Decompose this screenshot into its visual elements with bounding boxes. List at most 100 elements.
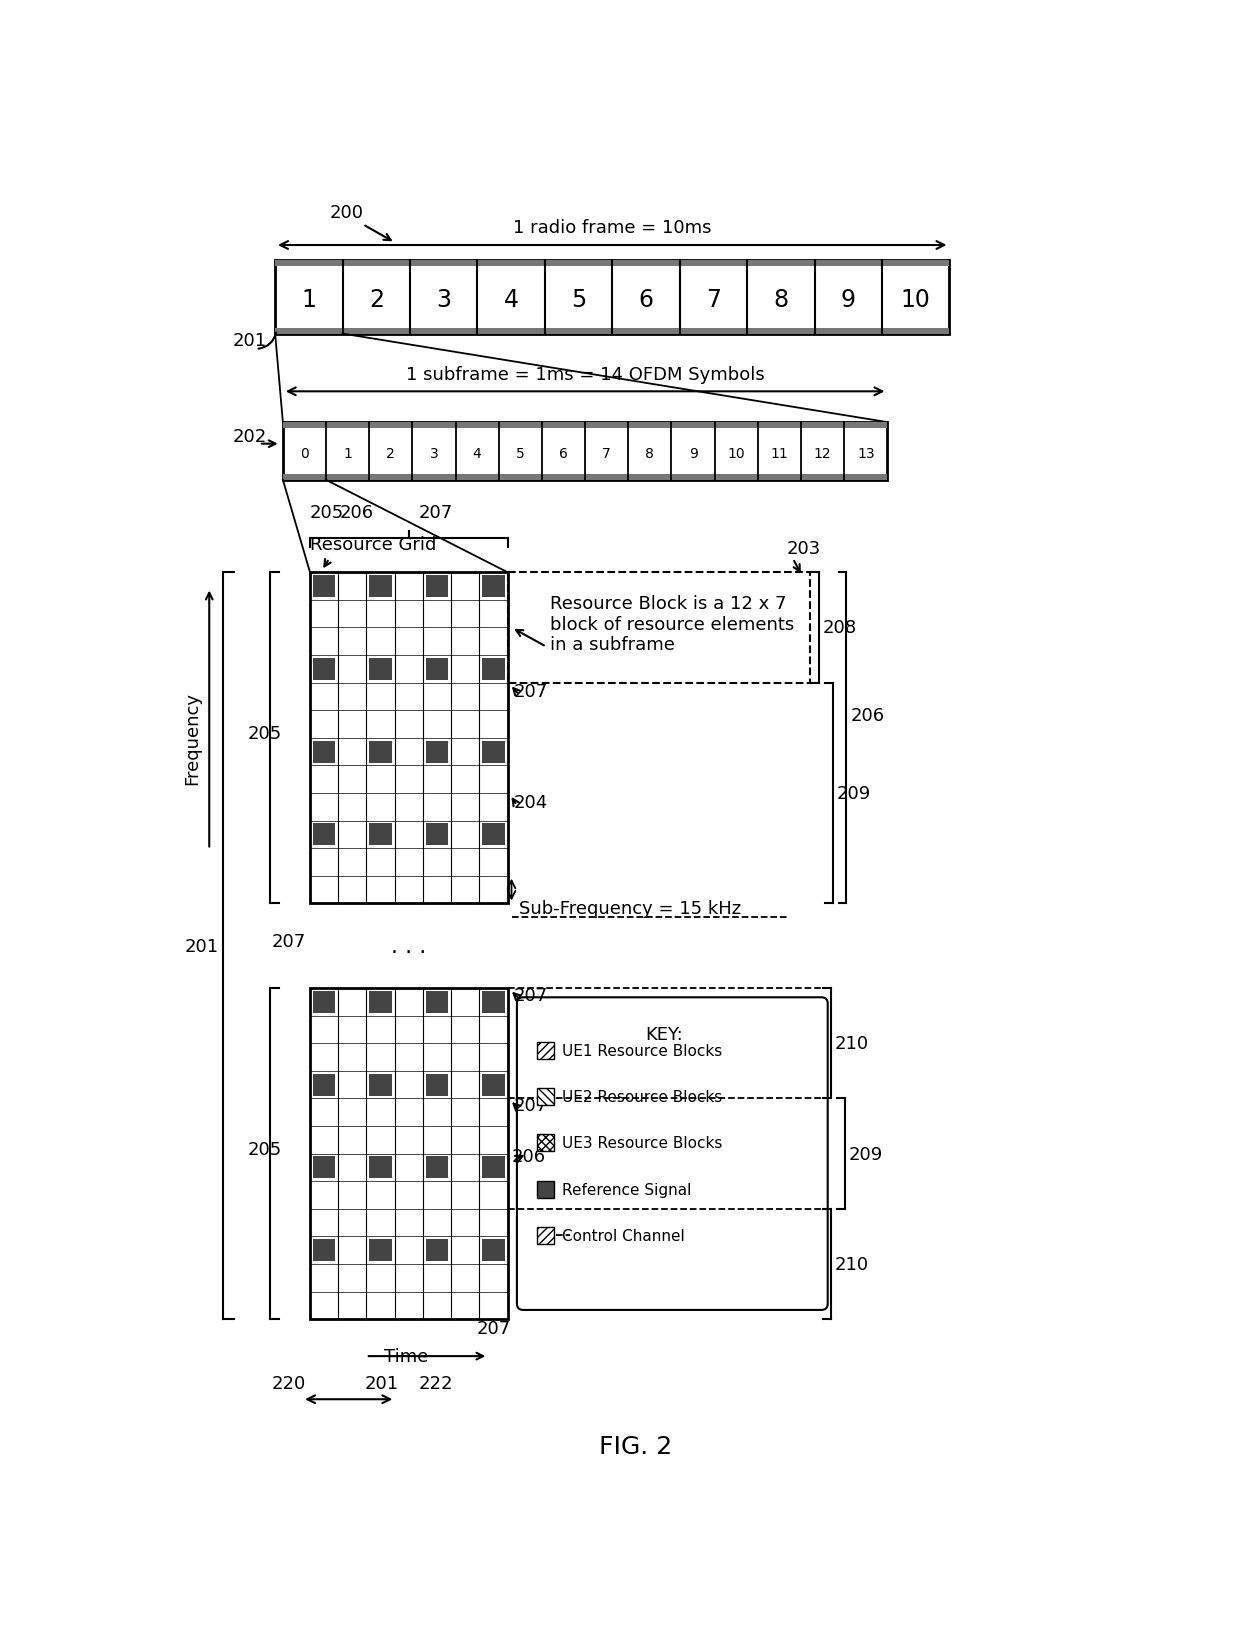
Bar (482, 1157, 505, 1178)
Text: UE2 Resource Blocks: UE2 Resource Blocks (562, 1090, 722, 1105)
Bar (312, 658, 335, 681)
Text: 8: 8 (774, 287, 789, 312)
Bar (312, 824, 335, 845)
Text: Control Channel: Control Channel (562, 1227, 684, 1244)
Text: 205: 205 (310, 504, 345, 522)
Bar (275, 330, 950, 335)
Text: Time: Time (383, 1348, 428, 1366)
Text: FIG. 2: FIG. 2 (599, 1435, 672, 1459)
Text: 202: 202 (233, 428, 267, 446)
Text: UE3 Resource Blocks: UE3 Resource Blocks (562, 1136, 722, 1151)
Bar (537, 1182, 554, 1198)
Text: 1: 1 (301, 287, 316, 312)
Text: 9: 9 (841, 287, 856, 312)
Text: 3: 3 (436, 287, 451, 312)
Bar (310, 989, 507, 1319)
Text: 2: 2 (387, 446, 396, 460)
Bar (482, 658, 505, 681)
Bar (482, 741, 505, 764)
Bar (310, 684, 507, 793)
Text: 6: 6 (559, 446, 568, 460)
Bar (482, 991, 505, 1013)
Text: 210: 210 (835, 1035, 869, 1053)
Text: 5: 5 (516, 446, 525, 460)
Text: 2: 2 (368, 287, 383, 312)
Text: 1 subframe = 1ms = 14 OFDM Symbols: 1 subframe = 1ms = 14 OFDM Symbols (405, 366, 765, 384)
Bar (310, 793, 507, 904)
Text: 7: 7 (603, 446, 611, 460)
Text: 209: 209 (848, 1146, 883, 1164)
Text: Frequency: Frequency (184, 692, 201, 785)
Text: 0: 0 (300, 446, 309, 460)
Bar (425, 991, 449, 1013)
Bar (425, 741, 449, 764)
Bar (283, 423, 888, 428)
Bar (312, 741, 335, 764)
Text: 201: 201 (185, 937, 218, 955)
Bar (283, 475, 888, 480)
Text: 9: 9 (688, 446, 698, 460)
Bar (537, 1134, 554, 1152)
Text: . . .: . . . (391, 937, 427, 956)
Bar (482, 1074, 505, 1097)
Text: 205: 205 (248, 1139, 283, 1157)
Bar (310, 573, 507, 684)
Text: Reference Signal: Reference Signal (562, 1182, 691, 1196)
Bar (370, 1239, 392, 1262)
Text: 203: 203 (786, 540, 821, 558)
Text: 6: 6 (639, 287, 653, 312)
Bar (537, 1043, 554, 1059)
Bar (275, 261, 950, 266)
Text: 209: 209 (837, 785, 872, 803)
Bar (312, 1239, 335, 1262)
Bar (425, 824, 449, 845)
Text: 10: 10 (900, 287, 930, 312)
Bar (425, 1157, 449, 1178)
Bar (425, 1074, 449, 1097)
Bar (425, 658, 449, 681)
Text: 4: 4 (503, 287, 518, 312)
Bar (312, 991, 335, 1013)
Bar (310, 573, 507, 904)
Bar (312, 1157, 335, 1178)
Bar (425, 576, 449, 597)
Bar (370, 576, 392, 597)
Bar (310, 1098, 507, 1209)
Text: 201: 201 (233, 331, 267, 349)
Bar (310, 1209, 507, 1319)
Text: 12: 12 (813, 446, 831, 460)
Text: 1: 1 (343, 446, 352, 460)
Text: 13: 13 (857, 446, 874, 460)
FancyBboxPatch shape (517, 997, 828, 1310)
Text: 207: 207 (476, 1319, 511, 1337)
Bar (537, 1089, 554, 1105)
Text: 201: 201 (365, 1374, 398, 1392)
Bar (482, 1239, 505, 1262)
Bar (482, 576, 505, 597)
Text: 200: 200 (330, 204, 363, 222)
Bar (370, 1157, 392, 1178)
Bar (537, 1227, 554, 1244)
Bar (310, 989, 507, 1098)
Text: 207: 207 (513, 1097, 548, 1115)
Text: 7: 7 (706, 287, 720, 312)
Bar (425, 1239, 449, 1262)
Bar (370, 991, 392, 1013)
Text: 207: 207 (513, 986, 548, 1004)
Bar (370, 1074, 392, 1097)
Text: 11: 11 (770, 446, 789, 460)
Bar (283, 423, 888, 480)
Text: 206: 206 (511, 1147, 546, 1165)
Bar (312, 1074, 335, 1097)
Text: 208: 208 (823, 619, 857, 636)
Text: 205: 205 (248, 725, 283, 743)
Text: 5: 5 (570, 287, 587, 312)
Text: 3: 3 (429, 446, 439, 460)
Text: 8: 8 (646, 446, 655, 460)
Text: Sub-Frequency = 15 kHz: Sub-Frequency = 15 kHz (520, 899, 742, 917)
Bar (482, 824, 505, 845)
Text: 206: 206 (340, 504, 373, 522)
Bar (275, 261, 950, 335)
Bar (507, 573, 810, 684)
Text: Resource Block is a 12 x 7
block of resource elements
in a subframe: Resource Block is a 12 x 7 block of reso… (551, 594, 795, 654)
